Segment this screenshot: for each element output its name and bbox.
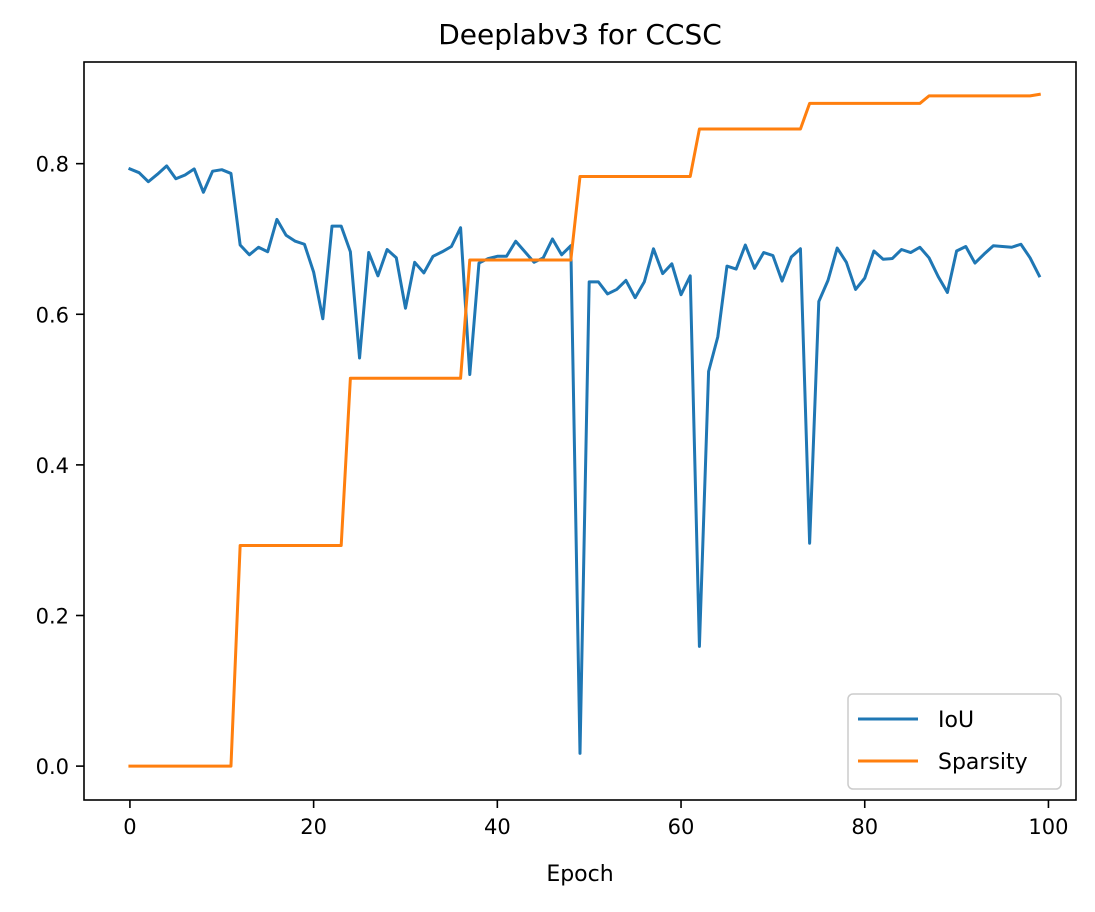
plot-frame (83, 61, 1077, 801)
y-tick-label: 0.8 (36, 153, 69, 177)
legend-label-sparsity: Sparsity (938, 750, 1028, 775)
x-tick-label: 0 (123, 815, 136, 839)
legend: IoU Sparsity (847, 693, 1062, 790)
x-tick-label: 100 (1028, 815, 1068, 839)
y-tick-label: 0.0 (36, 755, 69, 779)
x-tick-label: 40 (484, 815, 511, 839)
series-line-iou (127, 164, 1042, 755)
x-tick-label: 80 (851, 815, 878, 839)
y-tick-label: 0.4 (36, 454, 69, 478)
series-line-sparsity (128, 92, 1041, 768)
x-tick-label: 20 (300, 815, 327, 839)
legend-label-iou: IoU (938, 708, 974, 733)
x-axis-label: Epoch (546, 862, 613, 887)
x-tick-label: 60 (668, 815, 695, 839)
x-axis: 0 20 40 60 80 100 (123, 800, 1068, 839)
y-tick-label: 0.6 (36, 303, 69, 327)
y-axis: 0.0 0.2 0.4 0.6 0.8 (36, 153, 84, 779)
chart-title: Deeplabv3 for CCSC (438, 18, 722, 51)
y-tick-label: 0.2 (36, 605, 69, 629)
series-layer (127, 92, 1042, 768)
